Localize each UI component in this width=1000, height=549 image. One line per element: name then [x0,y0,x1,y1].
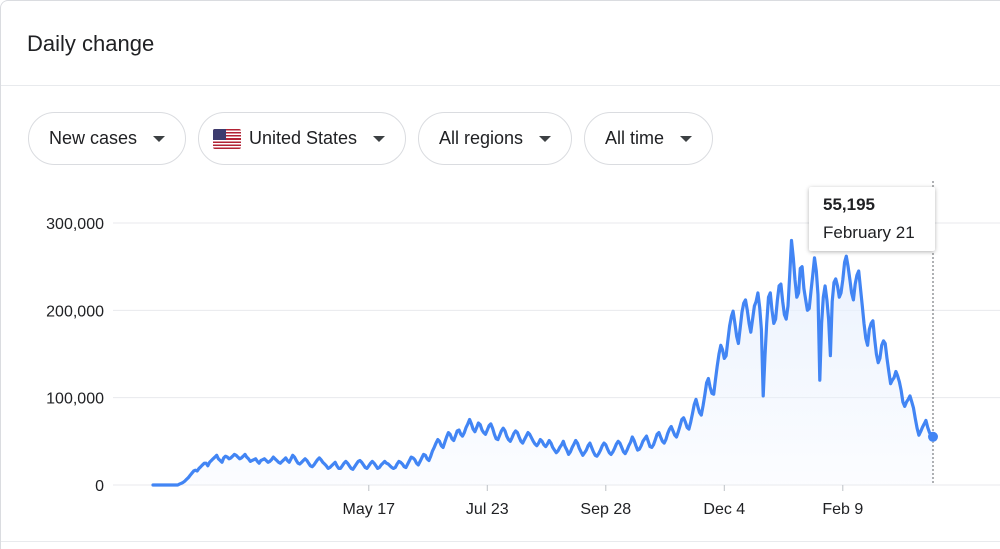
time-range-dropdown-label: All time [605,128,665,148]
chevron-down-icon [680,135,693,142]
us-flag-icon [213,128,241,149]
time-range-dropdown[interactable]: All time [584,112,714,165]
chevron-down-icon [153,135,166,142]
x-tick-label: Dec 4 [703,501,745,518]
region-dropdown[interactable]: All regions [418,112,573,165]
x-tick-label: Sep 28 [580,501,631,518]
country-dropdown-label: United States [249,128,358,148]
y-tick-label: 0 [95,478,104,495]
y-tick-label: 200,000 [46,303,104,320]
y-tick-label: 300,000 [46,216,104,233]
card-title: Daily change [27,31,155,56]
x-tick-label: May 17 [343,501,396,518]
x-tick-label: Jul 23 [466,501,509,518]
country-dropdown[interactable]: United States [198,112,407,165]
hover-point [928,431,938,442]
header-divider [1,85,1000,86]
metric-dropdown-label: New cases [49,128,138,148]
tooltip-date: February 21 [823,223,915,242]
chevron-down-icon [373,135,386,142]
chevron-down-icon [539,135,552,142]
daily-cases-chart[interactable]: 0 100,000 200,000 300,000 May 17 Jul 23 Sep 28… [1,181,1000,521]
metric-dropdown[interactable]: New cases [28,112,187,165]
region-dropdown-label: All regions [439,128,524,148]
y-tick-label: 100,000 [46,391,104,408]
hover-tooltip: 55,195 February 21 [809,187,935,251]
series-line [151,238,935,487]
series-area [153,240,933,485]
x-tick-label: Feb 9 [822,501,863,518]
tooltip-value: 55,195 [823,195,875,214]
footer-divider [1,541,1000,542]
